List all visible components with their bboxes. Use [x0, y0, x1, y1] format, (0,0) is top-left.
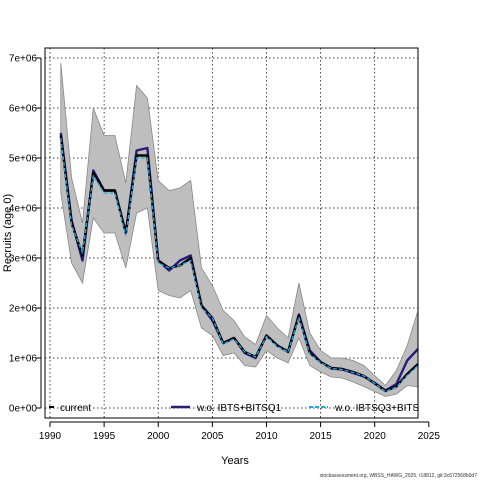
credit-text: stockassessment.org, WBSS_HAWG_2025, r18… — [320, 473, 478, 479]
legend: current w.o. IBTS+BITSQ1 w.o. IBTSQ3+BITS — [49, 403, 420, 414]
legend-label-1: w.o. IBTS+BITSQ1 — [196, 403, 282, 414]
grid — [45, 48, 418, 418]
y-tick-label: 0e+00 — [9, 404, 38, 415]
series-line-2 — [60, 137, 419, 393]
y-tick-label: 5e+06 — [9, 154, 38, 165]
x-tick-label: 2010 — [255, 431, 278, 442]
y-axis: 0e+00 1e+06 2e+06 3e+06 4e+06 5e+06 6e+06 7e+06 — [9, 54, 42, 415]
x-tick-label: 1995 — [93, 431, 116, 442]
x-tick-label: 2025 — [418, 431, 441, 442]
y-tick-label: 1e+06 — [9, 354, 38, 365]
x-axis-title: Years — [221, 455, 249, 467]
y-tick-label: 7e+06 — [9, 54, 38, 65]
y-tick-label: 3e+06 — [9, 254, 38, 265]
x-tick-label: 2020 — [364, 431, 387, 442]
x-tick-label: 2005 — [201, 431, 224, 442]
y-axis-title: Recruits (age 0) — [2, 194, 14, 272]
x-axis: 1990 1995 2000 2005 2010 2015 2020 2025 — [39, 421, 441, 442]
legend-label-0: current — [60, 403, 91, 414]
y-tick-label: 6e+06 — [9, 104, 38, 115]
x-tick-label: 2000 — [147, 431, 170, 442]
y-tick-label: 4e+06 — [9, 204, 38, 215]
y-tick-label: 2e+06 — [9, 304, 38, 315]
plot-frame — [44, 47, 419, 419]
series-lines — [59, 132, 419, 393]
x-tick-label: 2015 — [309, 431, 332, 442]
legend-label-2: w.o. IBTSQ3+BITS — [334, 403, 420, 414]
x-tick-label: 1990 — [39, 431, 62, 442]
